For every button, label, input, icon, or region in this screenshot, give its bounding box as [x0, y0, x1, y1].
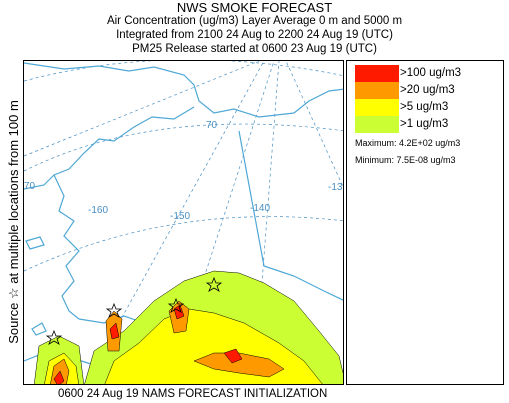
plume-red-north [173, 304, 185, 320]
source-star-3 [45, 329, 63, 345]
legend-item-over-5: >5 ug/m3 [355, 99, 495, 116]
legend-label: >20 ug/m3 [400, 84, 455, 96]
legend-swatch-green [355, 116, 399, 133]
latitude-line-70 [24, 123, 343, 172]
source-star-2 [105, 302, 123, 318]
beaufort-coast [24, 106, 195, 190]
canada-coast [263, 265, 343, 301]
meridian-minus-170 [24, 61, 260, 157]
island-st-lawrence [25, 236, 45, 250]
legend-item-over-100: >100 ug/m3 [355, 65, 495, 82]
legend-item-over-20: >20 ug/m3 [355, 82, 495, 99]
legend-swatch-yellow [355, 99, 399, 116]
legend-label: >1 ug/m3 [400, 118, 449, 130]
integration-period: Integrated from 2100 24 Aug to 2200 24 A… [116, 29, 393, 41]
plume-red-southwest [53, 370, 65, 384]
longitude-label-minus-140: -140 [250, 203, 271, 214]
legend-panel: >100 ug/m3 >20 ug/m3 >5 ug/m3 >1 ug/m3 M… [346, 60, 504, 385]
alaska-west-coast [53, 174, 80, 320]
release-start: PM25 Release started at 0600 23 Aug 19 (… [132, 43, 377, 55]
plume-red-west [109, 322, 120, 340]
island-nunivak [31, 322, 47, 336]
latitude-label-70: 70 [206, 120, 218, 131]
longitude-label-minus-130: -130 [328, 182, 343, 193]
longitude-label-minus-160: -160 [88, 205, 109, 216]
arctic-coast [24, 62, 343, 118]
longitude-label-minus-150: -150 [170, 211, 191, 222]
forecast-initialization: 0600 24 Aug 19 NAMS FORECAST INITIALIZAT… [58, 388, 328, 400]
legend-label: >5 ug/m3 [400, 101, 449, 113]
longitude-label-minus-170: -170 [23, 181, 36, 192]
source-star-4 [205, 276, 223, 292]
latitude-line-80 [24, 61, 343, 82]
legend-swatch-red [355, 65, 399, 82]
maximum-value: Maximum: 4.2E+02 ug/m3 [355, 138, 461, 148]
plume-orange-east [193, 352, 285, 378]
concentration-subtitle: Air Concentration (ug/m3) Layer Average … [106, 15, 403, 27]
legend-label: >100 ug/m3 [400, 67, 462, 79]
latitude-line-60 [24, 216, 343, 272]
map-canvas [24, 61, 343, 384]
minimum-value: Minimum: 7.5E-08 ug/m3 [355, 155, 456, 165]
smoke-plume [33, 270, 343, 384]
alaska-border [238, 130, 265, 267]
source-star-1 [167, 297, 185, 313]
source-markers [45, 276, 223, 345]
legend-item-over-1: >1 ug/m3 [355, 116, 495, 133]
smoke-map: -170 -160 -150 -140 -130 70 [23, 60, 344, 385]
plume-red-east [223, 348, 243, 364]
legend-swatch-orange [355, 82, 399, 99]
forecast-title: NWS SMOKE FORECAST [176, 0, 333, 15]
source-side-label: Source ☆ at multiple locations from 100 … [6, 100, 21, 344]
